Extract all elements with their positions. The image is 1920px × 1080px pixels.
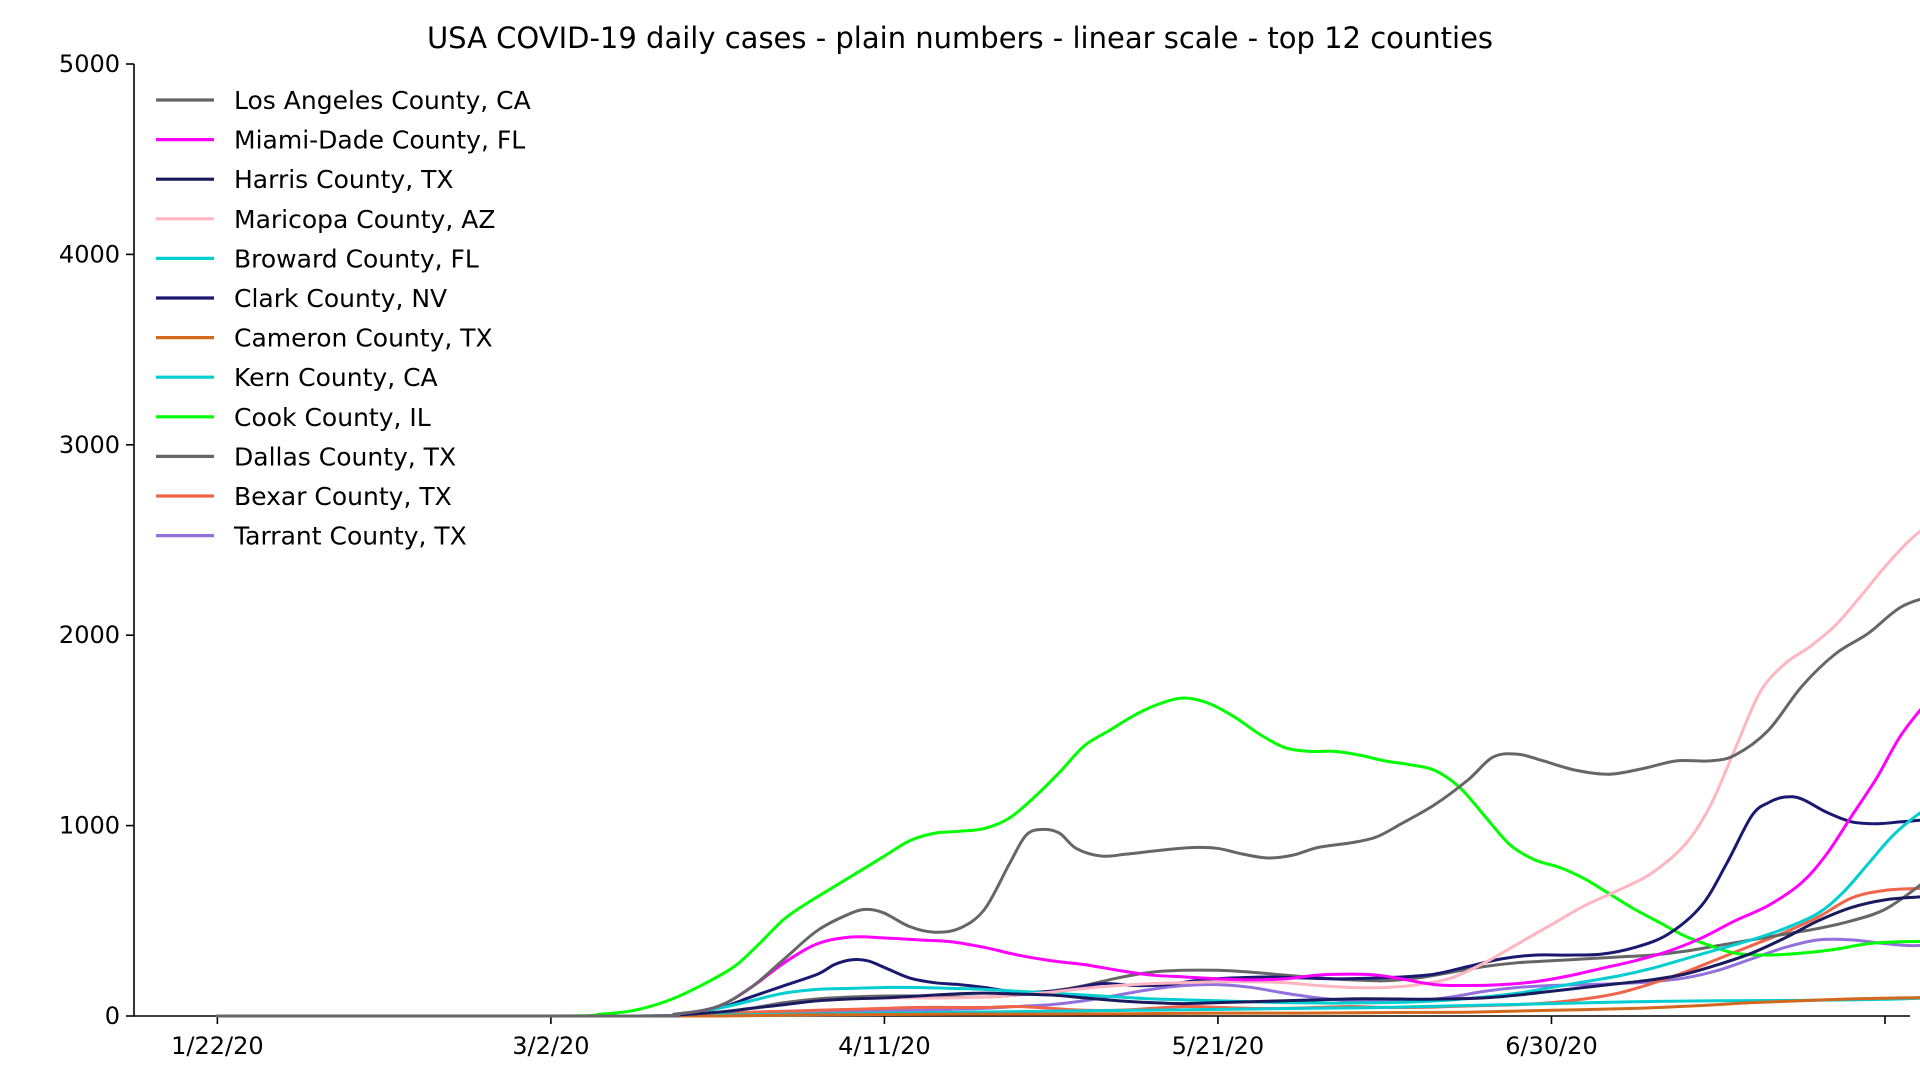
legend: Los Angeles County, CA Miami-Dade County,… <box>156 86 531 551</box>
series-line-1 <box>215 707 1920 1018</box>
series-line-6 <box>215 996 1920 1018</box>
series-line-8 <box>215 696 1920 1018</box>
x-tick-label: 4/11/20 <box>838 1032 931 1060</box>
y-tick-label: 0 <box>105 1002 120 1030</box>
legend-label: Bexar County, TX <box>234 482 452 511</box>
y-tick-label: 1000 <box>59 812 120 840</box>
x-tick-label: 3/2/20 <box>512 1032 589 1060</box>
series-line-11 <box>215 937 1920 1018</box>
legend-label: Kern County, CA <box>234 363 438 392</box>
chart-title: USA COVID-19 daily cases - plain numbers… <box>427 21 1493 55</box>
x-tick-label: 1/22/20 <box>171 1032 264 1060</box>
series-lines <box>215 529 1920 1018</box>
series-line-3 <box>215 529 1920 1018</box>
series-line-10 <box>215 886 1920 1018</box>
series-line-5 <box>215 795 1920 1018</box>
y-ticks: 0 1000 2000 3000 4000 5000 <box>59 50 134 1030</box>
x-ticks: 1/22/20 3/2/20 4/11/20 5/21/20 6/30/20 <box>171 1016 1886 1060</box>
legend-label: Cook County, IL <box>234 403 431 432</box>
series-line-9 <box>215 883 1920 1018</box>
y-tick-label: 2000 <box>59 621 120 649</box>
x-tick-label: 5/21/20 <box>1172 1032 1265 1060</box>
y-tick-label: 5000 <box>59 50 120 78</box>
legend-label: Broward County, FL <box>234 244 479 273</box>
legend-label: Dallas County, TX <box>234 442 456 471</box>
legend-label: Maricopa County, AZ <box>234 205 495 234</box>
x-tick-label: 6/30/20 <box>1505 1032 1598 1060</box>
legend-label: Los Angeles County, CA <box>234 86 531 115</box>
legend-label: Clark County, NV <box>234 284 447 313</box>
legend-label: Cameron County, TX <box>234 324 493 353</box>
legend-label: Miami-Dade County, FL <box>234 126 525 155</box>
series-line-2 <box>215 895 1920 1018</box>
y-tick-label: 3000 <box>59 431 120 459</box>
legend-label: Harris County, TX <box>234 165 453 194</box>
series-line-0 <box>215 598 1920 1018</box>
series-line-4 <box>215 811 1920 1018</box>
legend-label: Tarrant County, TX <box>233 522 467 551</box>
y-tick-label: 4000 <box>59 240 120 268</box>
